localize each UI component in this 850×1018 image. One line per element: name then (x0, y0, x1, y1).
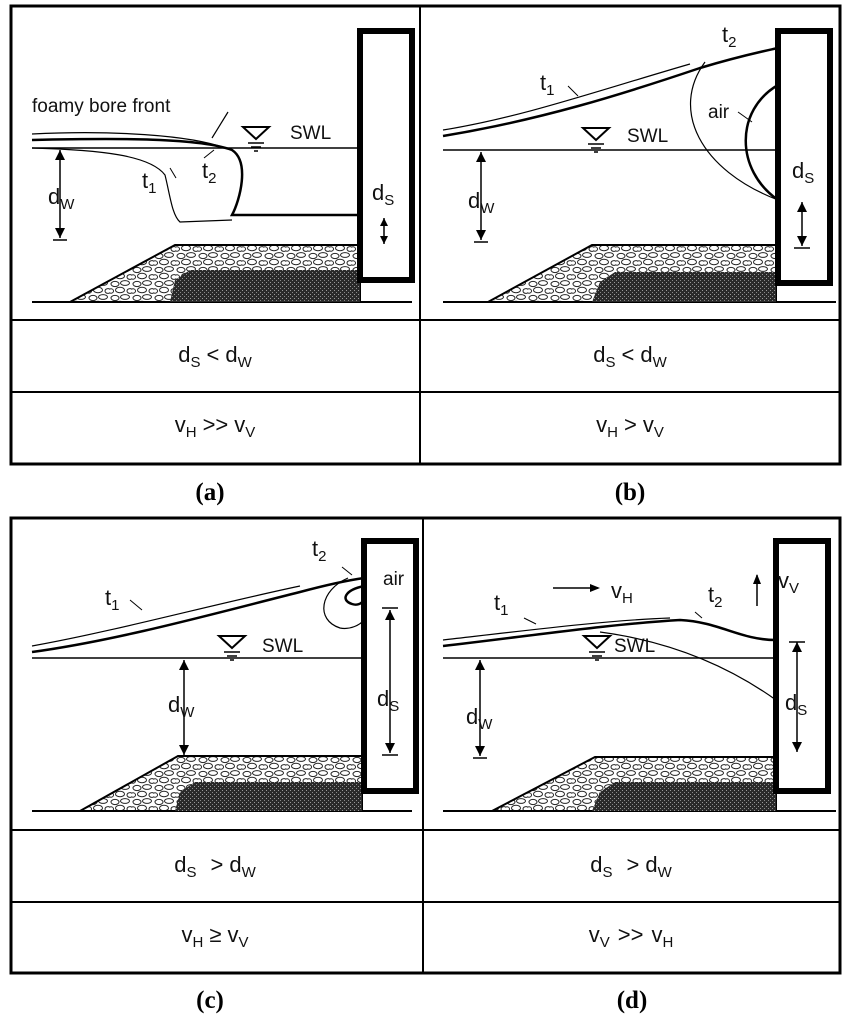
velocity-condition: vH >> vV (175, 412, 256, 441)
t1-label: t1 (540, 70, 554, 99)
wave-t2 (31, 576, 365, 654)
air-pocket-outer (323, 577, 365, 630)
top-frame (9, 4, 842, 466)
caption-b: (b) (615, 479, 646, 506)
air-pocket-inner (744, 83, 779, 202)
velocity-condition: vH ≥ vV (182, 922, 249, 951)
t1-label: t1 (494, 590, 508, 619)
depth-condition: dS > dW (590, 852, 672, 881)
ds-label: dS (792, 158, 814, 187)
panel-a: foamy bore front SWL t1 t2 dW dS dS < dW v… (31, 28, 415, 441)
foamy-bore-front-label: foamy bore front (32, 96, 171, 117)
wave-t1-lower (599, 631, 777, 701)
swl-triangle-icon (216, 635, 248, 650)
t2-label: t2 (708, 582, 722, 611)
wave-t2 (442, 46, 779, 138)
panel-c: t1 t2 air SWL dW dS dS > dW vH ≥ vV (31, 536, 419, 951)
swl-label: SWL (290, 123, 331, 144)
ds-label: dS (377, 686, 399, 715)
air-pocket-outer (689, 61, 779, 201)
swl-triangle-icon (581, 635, 613, 650)
mound-core (170, 270, 360, 302)
t2-label: t2 (202, 158, 216, 187)
depth-condition: dS < dW (593, 342, 667, 371)
wave-t1 (31, 585, 301, 647)
wave-t1 (442, 617, 671, 641)
bore-front-t1 (31, 147, 233, 223)
vh-label: vH (611, 578, 633, 607)
velocity-condition: vH > vV (596, 412, 664, 441)
swl-triangle-icon (240, 126, 272, 141)
t1-label: t1 (142, 168, 156, 197)
swl-triangle-icon (580, 127, 612, 142)
t2-label: t2 (312, 536, 326, 565)
air-label: air (708, 102, 730, 123)
vertical-wall (357, 28, 415, 283)
caption-c: (c) (196, 987, 224, 1014)
air-label: air (383, 569, 405, 590)
vertical-wall (775, 28, 833, 286)
bore-front-upper (31, 132, 226, 149)
vertical-wall (773, 538, 831, 794)
velocity-condition: vV >> vH (589, 922, 674, 951)
swl-label: SWL (262, 636, 303, 657)
panel-d: vH vV t1 t2 SWL dW dS dS > dW vV >> vH (442, 538, 836, 951)
panel-b: t1 t2 air SWL dW dS dS < dW vH > vV (442, 22, 836, 441)
t1-label: t1 (105, 585, 119, 614)
caption-a: (a) (195, 479, 224, 506)
dw-label: dW (468, 188, 495, 217)
caption-d: (d) (617, 987, 648, 1014)
bottom-frame (9, 516, 842, 975)
ds-label: dS (785, 690, 807, 719)
wave-t1 (442, 63, 691, 131)
swl-label: SWL (627, 126, 668, 147)
dw-label: dW (466, 704, 493, 733)
depth-condition: dS < dW (178, 342, 252, 371)
vv-label: vV (778, 568, 799, 597)
swl-label: SWL (614, 636, 655, 657)
wave-t2 (442, 618, 777, 648)
dw-label: dW (168, 692, 195, 721)
depth-condition: dS > dW (174, 852, 256, 881)
air-pocket-inner (344, 584, 366, 606)
ds-label: dS (372, 180, 394, 209)
dw-label: dW (48, 184, 75, 213)
t2-label: t2 (722, 22, 736, 51)
